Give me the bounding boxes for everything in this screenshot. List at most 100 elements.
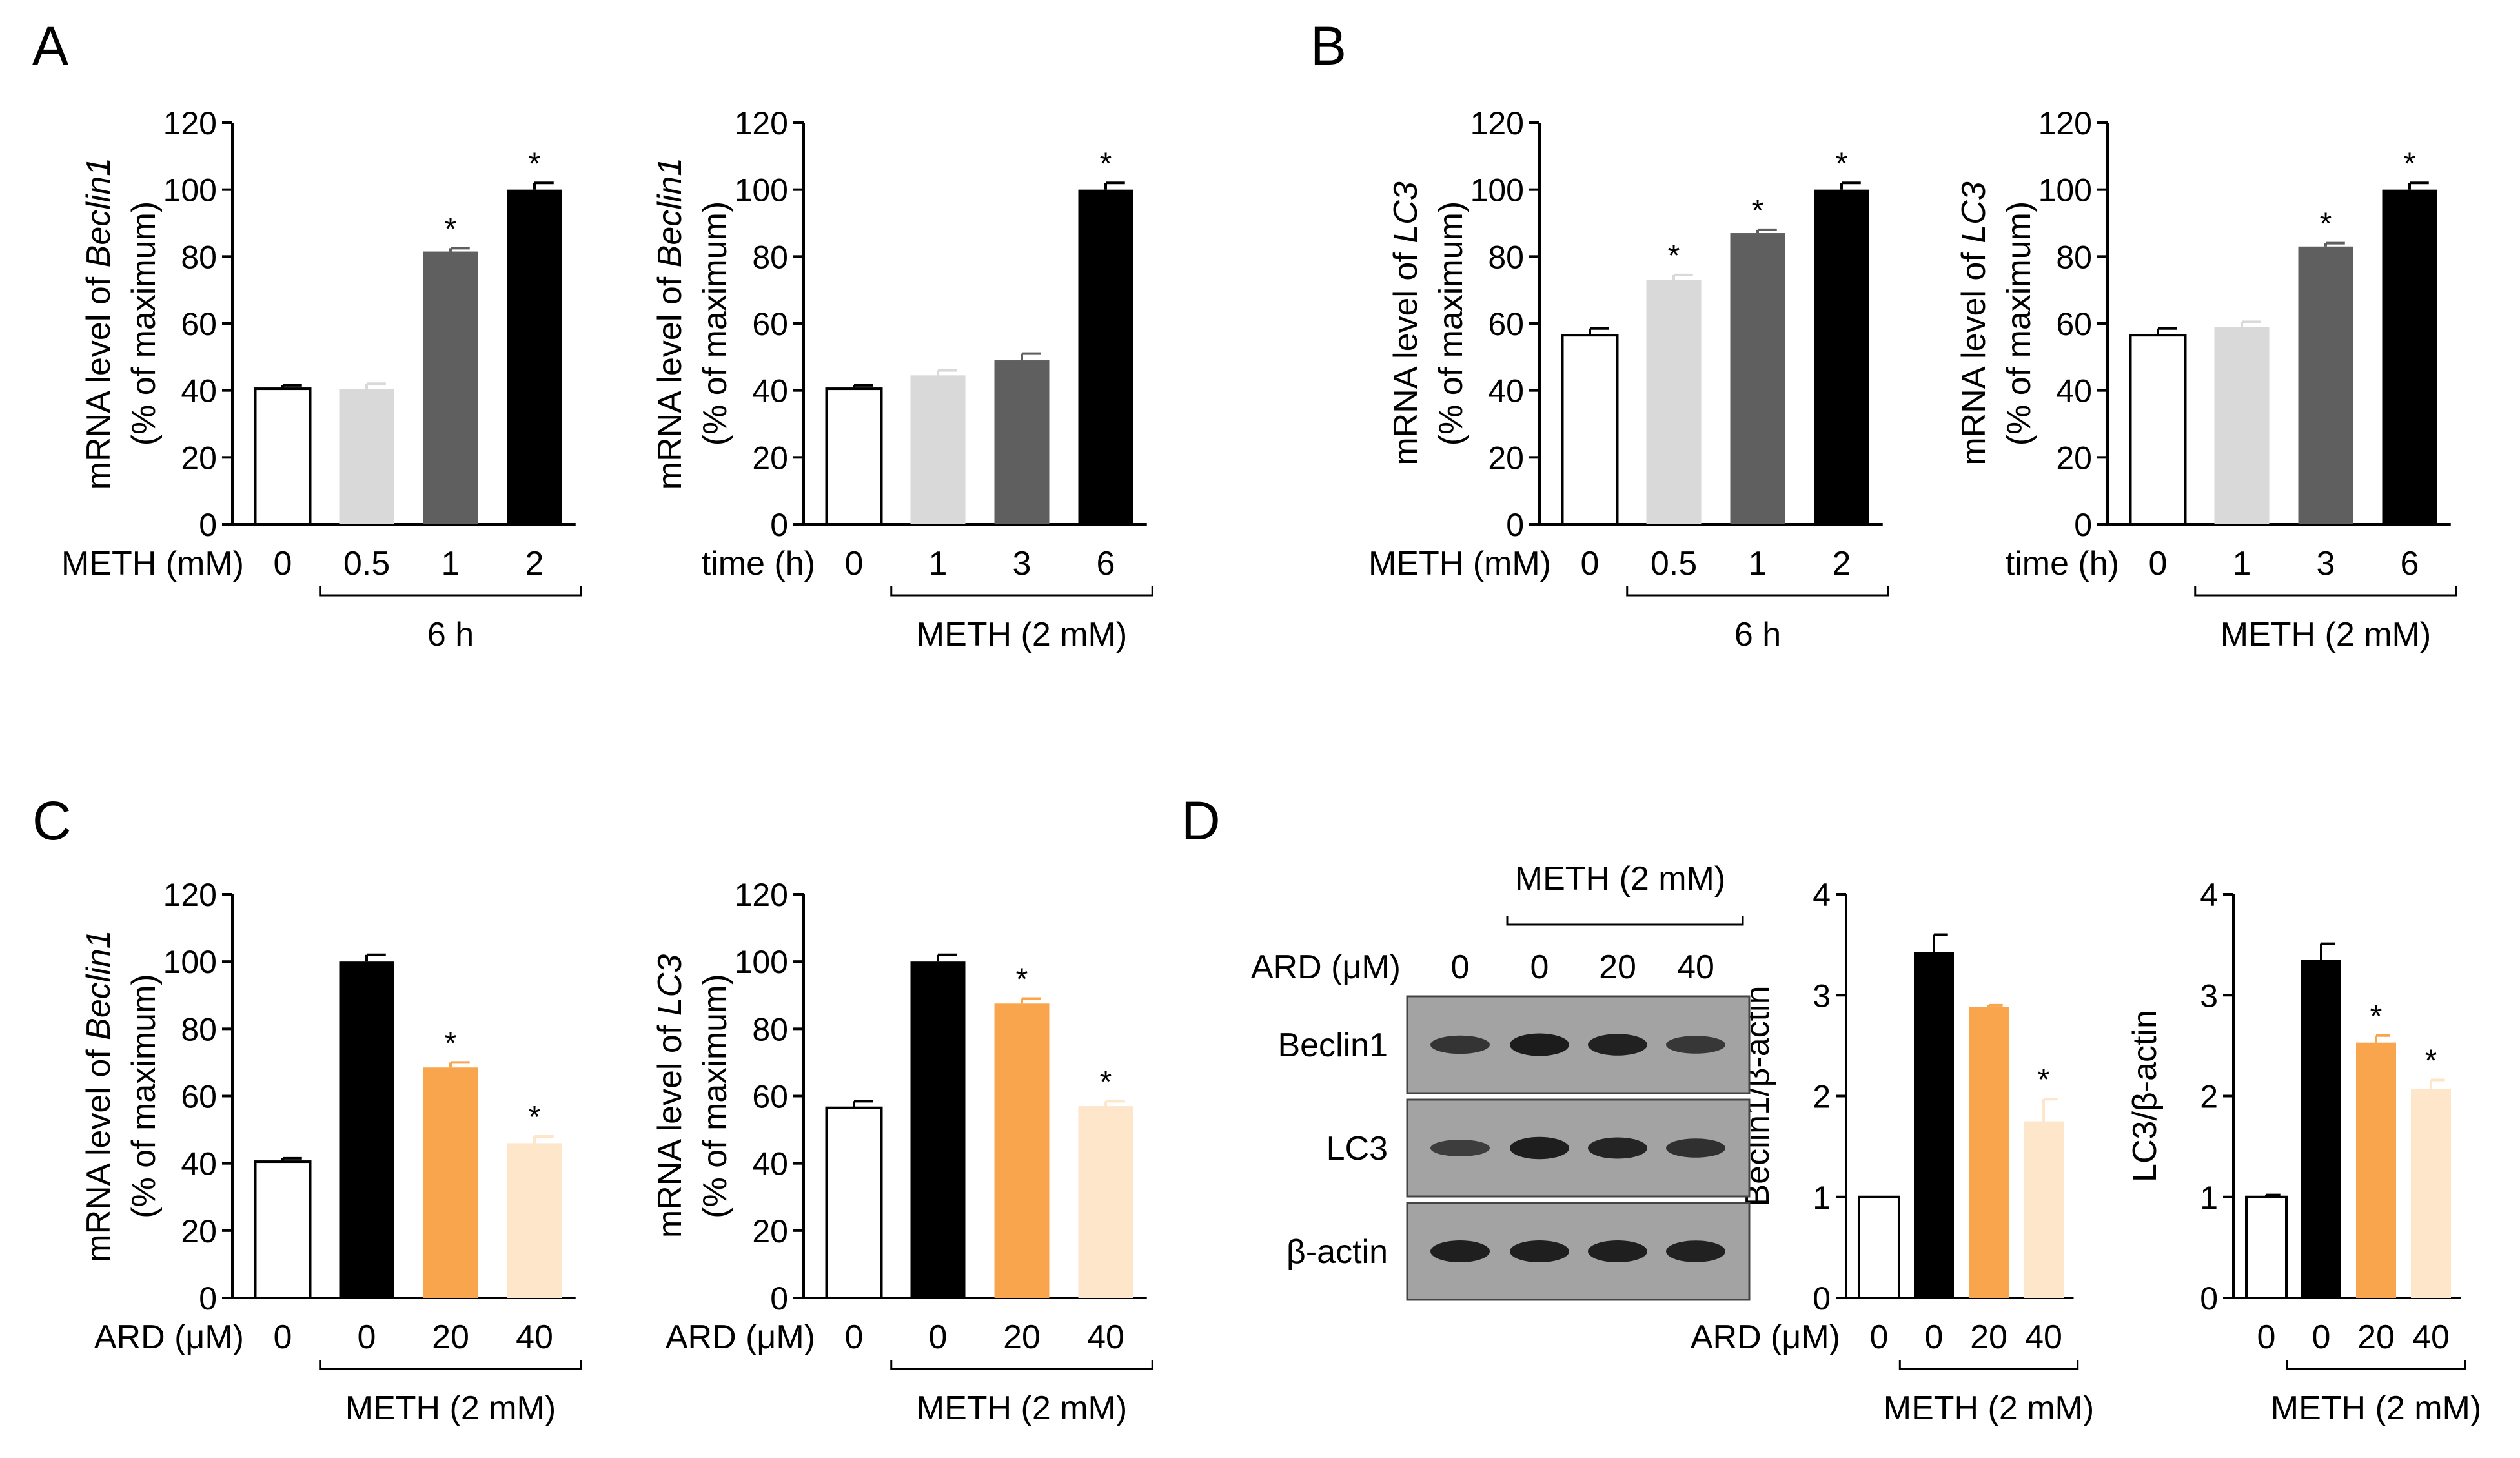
y-axis-label-part: mRNA level of — [651, 267, 689, 489]
x-tick-label: 3 — [1013, 545, 1031, 582]
y-tick-label: 60 — [181, 1079, 217, 1115]
blot-row-label: LC3 — [1326, 1130, 1388, 1167]
x-axis-label: METH (mM) — [61, 545, 244, 582]
x-tick-label: 40 — [1087, 1319, 1124, 1356]
group-label: METH (2 mM) — [1884, 1390, 2094, 1427]
significance-star: * — [2370, 1000, 2383, 1034]
x-tick-label: 0 — [1870, 1319, 1889, 1356]
significance-star: * — [2038, 1063, 2050, 1097]
x-tick-label: 0 — [274, 545, 292, 582]
blot-band — [1510, 1033, 1569, 1056]
x-axis-label: ARD (μM) — [666, 1319, 815, 1356]
y-tick-label: 80 — [181, 239, 217, 275]
group-label: METH (2 mM) — [917, 1390, 1127, 1427]
y-tick-label: 3 — [2200, 978, 2218, 1014]
x-tick-label: 20 — [1970, 1319, 2007, 1356]
y-tick-label: 0 — [1813, 1280, 1831, 1317]
y-axis-label-gene: Beclin1 — [651, 158, 689, 268]
bar — [339, 389, 394, 524]
significance-star: * — [1836, 147, 1848, 181]
y-tick-label: 120 — [735, 105, 788, 141]
x-axis-label: METH (mM) — [1368, 545, 1551, 582]
y-tick-label: 80 — [752, 239, 788, 275]
y-axis-label: LC3/β-actin — [2126, 1010, 2164, 1182]
y-axis-label-part: mRNA level of — [80, 267, 117, 489]
y-tick-label: 60 — [181, 306, 217, 342]
x-tick-label: 6 — [1097, 545, 1115, 582]
y-tick-label: 0 — [770, 507, 788, 543]
group-label: 6 h — [1734, 616, 1781, 653]
blot-band — [1430, 1140, 1490, 1156]
y-tick-label: 40 — [181, 373, 217, 409]
group-label: METH (2 mM) — [345, 1390, 556, 1427]
bar — [1858, 1195, 1900, 1299]
y-tick-label: 60 — [2056, 306, 2092, 342]
y-tick-label: 0 — [1506, 507, 1524, 543]
y-axis-label: mRNA level of Beclin1 — [80, 930, 117, 1262]
x-tick-label: 40 — [2025, 1319, 2062, 1356]
blot-row-label: β-actin — [1286, 1233, 1388, 1271]
x-axis-label: time (h) — [702, 545, 815, 582]
y-tick-label: 120 — [735, 877, 788, 913]
x-tick-label: 20 — [1003, 1319, 1041, 1356]
x-tick-label: 0.5 — [343, 545, 390, 582]
group-label: METH (2 mM) — [917, 616, 1127, 653]
y-tick-label: 20 — [181, 1213, 217, 1249]
blot-band — [1510, 1136, 1569, 1160]
x-tick-label: 0 — [929, 1319, 948, 1356]
significance-star: * — [2425, 1044, 2437, 1078]
blot-axis-label: ARD (μM) — [1251, 949, 1401, 986]
bar — [2301, 960, 2341, 1298]
bar — [1078, 189, 1133, 525]
y-tick-label: 40 — [2056, 373, 2092, 409]
x-tick-label: 0 — [2149, 545, 2168, 582]
significance-star: * — [2404, 147, 2416, 181]
group-bracket — [890, 586, 1153, 597]
y-tick-label: 100 — [735, 944, 788, 980]
blot-band — [1510, 1240, 1569, 1262]
group-bracket — [1626, 586, 1889, 597]
bar — [2411, 1089, 2451, 1298]
y-axis-label-part: mRNA level of — [651, 1016, 689, 1238]
panel-label-B: B — [1310, 15, 1346, 76]
y-axis-label-part: mRNA level of — [1955, 243, 1993, 466]
x-tick-label: 1 — [2233, 545, 2251, 582]
significance-star: * — [1100, 1065, 1112, 1099]
bar — [1914, 952, 1954, 1298]
significance-star: * — [445, 212, 457, 246]
bar — [2024, 1121, 2064, 1298]
bar — [1969, 1007, 2009, 1298]
x-axis-label: time (h) — [2006, 545, 2119, 582]
bar — [1814, 189, 1869, 525]
x-tick-label: 1 — [1749, 545, 1767, 582]
bar — [1646, 280, 1702, 524]
x-tick-label: 0 — [1581, 545, 1600, 582]
significance-star: * — [2320, 207, 2332, 241]
y-tick-label: 60 — [752, 306, 788, 342]
significance-star: * — [529, 147, 541, 181]
group-label: METH (2 mM) — [2220, 616, 2431, 653]
y-axis-label-gene: LC3 — [651, 954, 689, 1016]
y-tick-label: 0 — [2200, 1280, 2218, 1317]
blot-lane-label: 0 — [1530, 949, 1549, 986]
y-tick-label: 100 — [735, 172, 788, 209]
x-tick-label: 0 — [1925, 1319, 1944, 1356]
y-axis-label: mRNA level of Beclin1 — [651, 158, 689, 489]
y-axis-label-unit: (% of maximum) — [696, 201, 734, 446]
panel-label-D: D — [1181, 790, 1221, 851]
bar — [423, 1067, 478, 1298]
y-axis-label-unit: (% of maximum) — [2000, 201, 2038, 446]
y-axis-label-part: mRNA level of — [1387, 243, 1425, 466]
bar — [2356, 1042, 2396, 1298]
x-tick-label: 0 — [845, 1319, 864, 1356]
y-tick-label: 100 — [163, 172, 217, 209]
bar — [254, 1160, 312, 1299]
x-tick-label: 0 — [358, 1319, 376, 1356]
significance-star: * — [1752, 194, 1764, 228]
group-label: METH (2 mM) — [2271, 1390, 2481, 1427]
x-tick-label: 20 — [432, 1319, 469, 1356]
